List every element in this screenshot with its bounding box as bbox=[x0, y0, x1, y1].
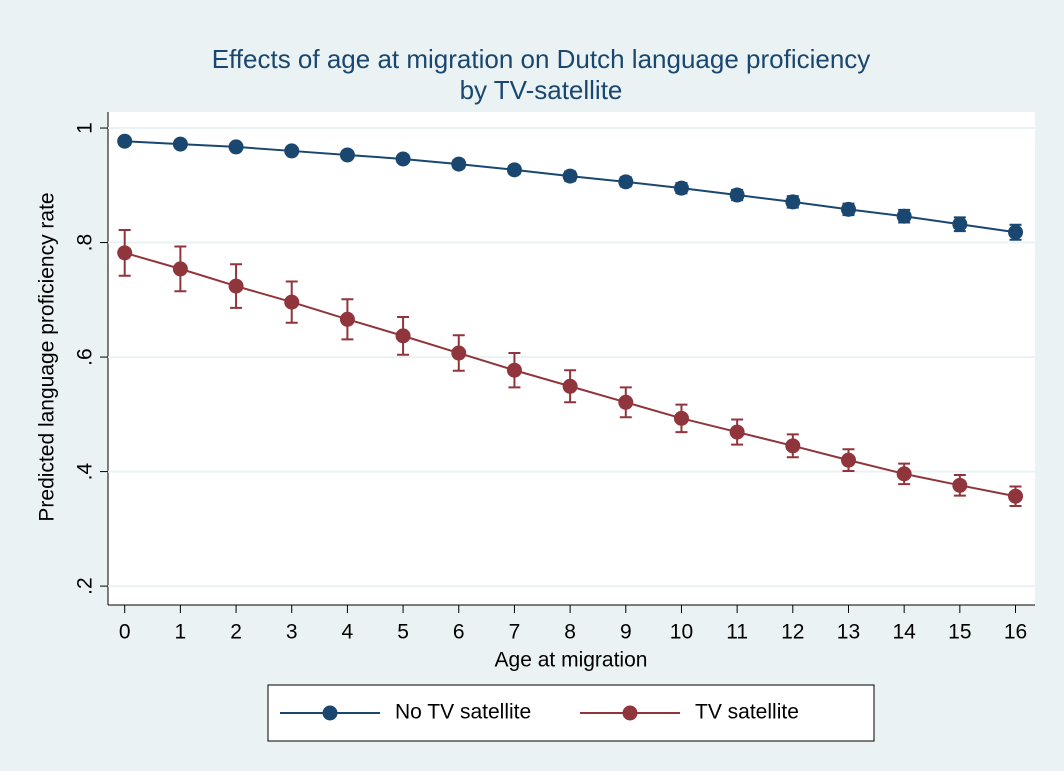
y-tick-label: .4 bbox=[74, 463, 97, 481]
x-tick-label: 11 bbox=[726, 621, 748, 644]
marker bbox=[896, 466, 912, 482]
x-tick-label: 10 bbox=[670, 621, 693, 644]
x-tick-label: 12 bbox=[781, 621, 804, 644]
x-tick-label: 8 bbox=[564, 621, 576, 644]
x-tick-label: 16 bbox=[1004, 621, 1027, 644]
x-tick-label: 7 bbox=[509, 621, 521, 644]
x-tick-label: 3 bbox=[286, 621, 298, 644]
x-tick-label: 6 bbox=[453, 621, 465, 644]
legend-label: No TV satellite bbox=[395, 701, 531, 724]
marker bbox=[618, 174, 634, 190]
marker bbox=[451, 156, 467, 172]
marker bbox=[506, 362, 522, 378]
y-tick-label: .2 bbox=[74, 577, 97, 595]
marker bbox=[785, 194, 801, 210]
x-tick-label: 4 bbox=[342, 621, 354, 644]
marker bbox=[172, 136, 188, 152]
x-tick-label: 15 bbox=[948, 621, 971, 644]
marker bbox=[952, 216, 968, 232]
y-tick-label: .6 bbox=[74, 348, 97, 366]
y-tick-label: .8 bbox=[74, 234, 97, 252]
marker bbox=[339, 147, 355, 163]
y-tick-label: 1 bbox=[74, 122, 97, 134]
x-tick-label: 14 bbox=[892, 621, 916, 644]
marker bbox=[673, 180, 689, 196]
x-tick-label: 5 bbox=[397, 621, 409, 644]
chart-title: by TV-satellite bbox=[460, 75, 623, 105]
marker bbox=[395, 151, 411, 167]
x-tick-label: 13 bbox=[837, 621, 860, 644]
y-axis-label: Predicted language proficiency rate bbox=[36, 192, 59, 521]
marker bbox=[284, 294, 300, 310]
marker bbox=[228, 139, 244, 155]
marker bbox=[451, 345, 467, 361]
marker bbox=[506, 162, 522, 178]
marker bbox=[228, 278, 244, 294]
marker bbox=[952, 477, 968, 493]
legend-marker bbox=[322, 705, 338, 721]
marker bbox=[284, 143, 300, 159]
marker bbox=[562, 168, 578, 184]
chart-title: Effects of age at migration on Dutch lan… bbox=[212, 44, 871, 74]
legend-marker bbox=[622, 705, 638, 721]
marker bbox=[729, 424, 745, 440]
marker bbox=[395, 328, 411, 344]
marker bbox=[117, 133, 133, 149]
marker bbox=[673, 410, 689, 426]
marker bbox=[785, 438, 801, 454]
marker bbox=[618, 394, 634, 410]
marker bbox=[896, 208, 912, 224]
marker bbox=[1008, 488, 1024, 504]
marker bbox=[339, 311, 355, 327]
marker bbox=[729, 187, 745, 203]
x-tick-label: 1 bbox=[175, 621, 187, 644]
x-tick-label: 9 bbox=[620, 621, 632, 644]
marker bbox=[840, 452, 856, 468]
x-tick-label: 2 bbox=[230, 621, 242, 644]
x-axis-label: Age at migration bbox=[495, 649, 648, 672]
marker bbox=[562, 378, 578, 394]
marker bbox=[840, 201, 856, 217]
marker bbox=[172, 261, 188, 277]
plot-area bbox=[108, 112, 1035, 605]
legend-label: TV satellite bbox=[695, 701, 799, 724]
x-tick-label: 0 bbox=[119, 621, 131, 644]
marker bbox=[117, 245, 133, 261]
marker bbox=[1008, 224, 1024, 240]
